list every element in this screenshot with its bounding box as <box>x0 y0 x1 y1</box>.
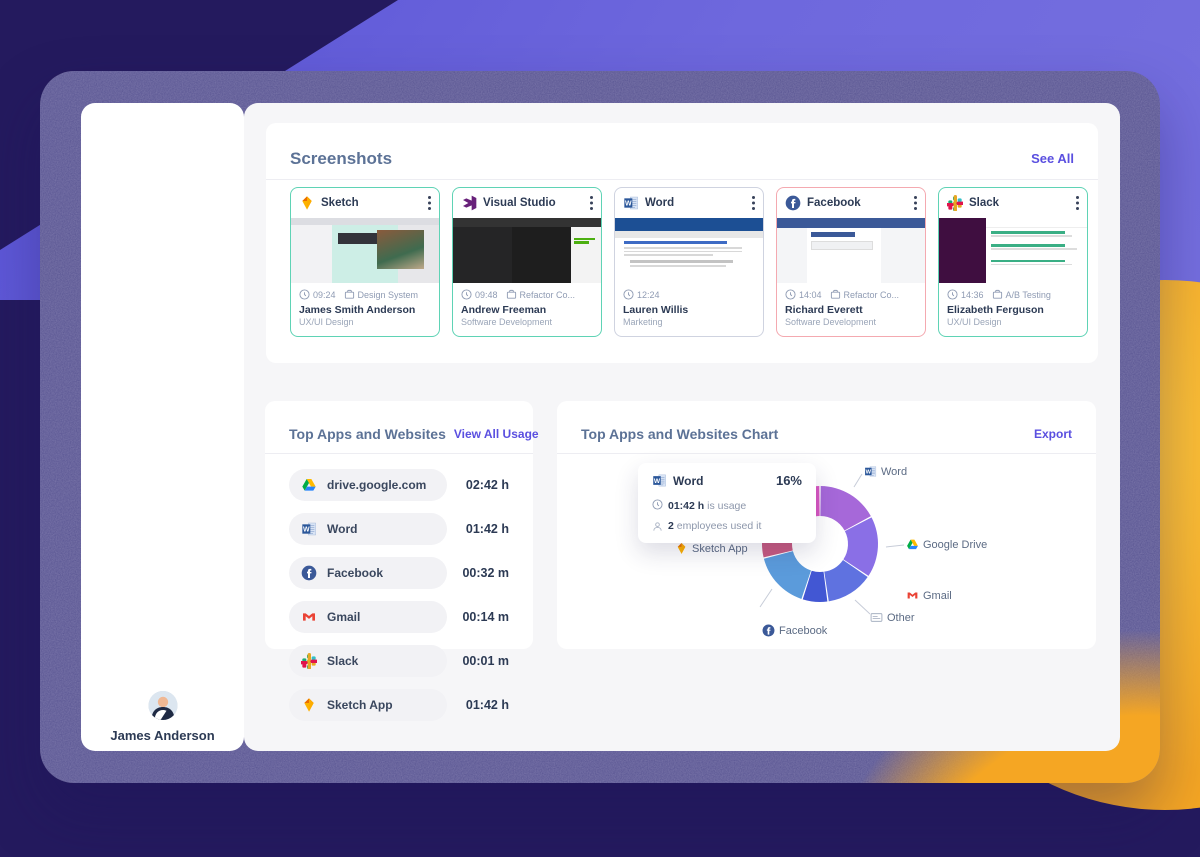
svg-text:W: W <box>866 470 872 476</box>
svg-text:W: W <box>625 201 632 208</box>
svg-text:W: W <box>303 527 310 534</box>
svg-text:W: W <box>654 478 661 485</box>
